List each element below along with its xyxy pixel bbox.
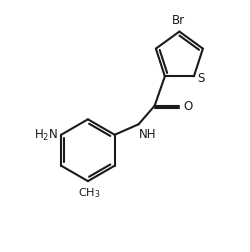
Text: H$_2$N: H$_2$N xyxy=(34,128,58,143)
Text: CH$_3$: CH$_3$ xyxy=(78,186,100,200)
Text: S: S xyxy=(198,72,205,85)
Text: NH: NH xyxy=(138,128,156,141)
Text: Br: Br xyxy=(172,14,185,27)
Text: O: O xyxy=(183,100,192,113)
